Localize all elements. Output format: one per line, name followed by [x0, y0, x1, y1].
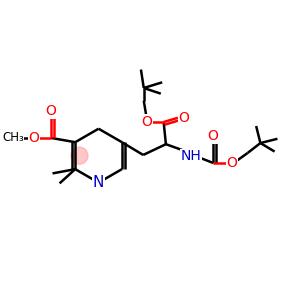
Text: CH₃: CH₃: [2, 131, 24, 144]
Text: O: O: [28, 131, 40, 145]
Text: O: O: [208, 129, 218, 143]
Circle shape: [71, 147, 88, 164]
Text: N: N: [93, 175, 104, 190]
Text: O: O: [46, 104, 56, 118]
Text: O: O: [178, 111, 190, 125]
Text: O: O: [226, 156, 238, 170]
Text: O: O: [141, 115, 152, 129]
Text: NH: NH: [181, 149, 201, 164]
